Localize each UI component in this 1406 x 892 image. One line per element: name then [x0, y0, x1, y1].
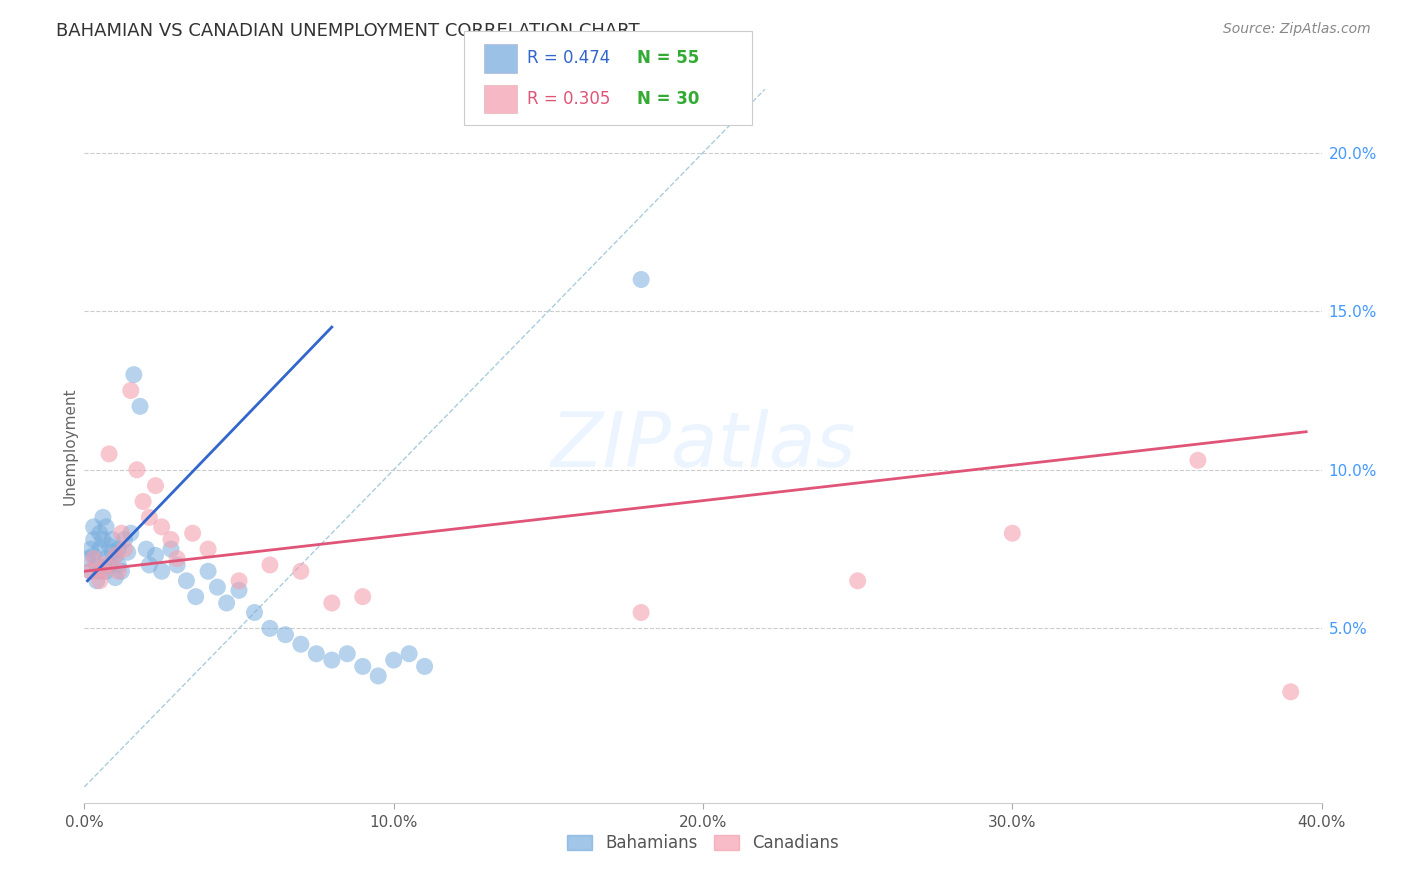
- Text: R = 0.474: R = 0.474: [527, 49, 610, 67]
- Point: [122, 368, 145, 382]
- Point: [630, 272, 652, 286]
- Point: [181, 526, 204, 541]
- Point: [89, 564, 111, 578]
- Point: [101, 533, 124, 547]
- Point: [83, 551, 105, 566]
- Point: [89, 574, 111, 588]
- Point: [321, 596, 343, 610]
- Point: [145, 549, 167, 563]
- Point: [104, 549, 127, 563]
- Point: [107, 558, 129, 572]
- Point: [367, 669, 389, 683]
- Point: [243, 606, 266, 620]
- Point: [83, 520, 105, 534]
- Point: [145, 478, 167, 492]
- Point: [110, 526, 132, 541]
- Point: [79, 542, 101, 557]
- Point: [76, 551, 98, 566]
- Point: [382, 653, 405, 667]
- Point: [138, 510, 160, 524]
- Point: [125, 463, 148, 477]
- Point: [135, 542, 157, 557]
- Point: [83, 533, 105, 547]
- Point: [98, 558, 121, 572]
- Point: [630, 606, 652, 620]
- Point: [398, 647, 420, 661]
- Point: [197, 564, 219, 578]
- Point: [352, 659, 374, 673]
- Point: [114, 542, 136, 557]
- Y-axis label: Unemployment: Unemployment: [62, 387, 77, 505]
- Text: N = 30: N = 30: [637, 90, 699, 108]
- Point: [104, 571, 127, 585]
- Text: Source: ZipAtlas.com: Source: ZipAtlas.com: [1223, 22, 1371, 37]
- Point: [91, 510, 114, 524]
- Point: [197, 542, 219, 557]
- Point: [91, 533, 114, 547]
- Point: [98, 539, 121, 553]
- Point: [207, 580, 229, 594]
- Point: [274, 628, 297, 642]
- Point: [305, 647, 328, 661]
- Point: [120, 384, 142, 398]
- Point: [228, 583, 250, 598]
- Point: [160, 542, 183, 557]
- Point: [166, 558, 188, 572]
- Point: [215, 596, 238, 610]
- Point: [89, 526, 111, 541]
- Point: [94, 564, 117, 578]
- Point: [184, 590, 207, 604]
- Point: [1001, 526, 1024, 541]
- Point: [176, 574, 198, 588]
- Legend: Bahamians, Canadians: Bahamians, Canadians: [560, 828, 846, 859]
- Text: ZIPatlas: ZIPatlas: [550, 409, 856, 483]
- Point: [86, 574, 108, 588]
- Point: [129, 400, 152, 414]
- Point: [1279, 685, 1302, 699]
- Point: [150, 520, 173, 534]
- Point: [114, 533, 136, 547]
- Point: [120, 526, 142, 541]
- Point: [228, 574, 250, 588]
- Point: [138, 558, 160, 572]
- Point: [259, 621, 281, 635]
- Point: [290, 564, 312, 578]
- Point: [259, 558, 281, 572]
- Point: [117, 545, 139, 559]
- Point: [107, 542, 129, 557]
- Point: [352, 590, 374, 604]
- Point: [86, 558, 108, 572]
- Point: [79, 564, 101, 578]
- Point: [110, 564, 132, 578]
- Point: [1187, 453, 1209, 467]
- Point: [132, 494, 155, 508]
- Point: [150, 564, 173, 578]
- Point: [94, 551, 117, 566]
- Point: [846, 574, 869, 588]
- Point: [91, 564, 114, 578]
- Point: [160, 533, 183, 547]
- Point: [290, 637, 312, 651]
- Point: [98, 447, 121, 461]
- Point: [107, 564, 129, 578]
- Point: [104, 549, 127, 563]
- Point: [101, 545, 124, 559]
- Point: [83, 549, 105, 563]
- Point: [166, 551, 188, 566]
- Point: [321, 653, 343, 667]
- Point: [94, 520, 117, 534]
- Point: [336, 647, 359, 661]
- Text: R = 0.305: R = 0.305: [527, 90, 610, 108]
- Text: BAHAMIAN VS CANADIAN UNEMPLOYMENT CORRELATION CHART: BAHAMIAN VS CANADIAN UNEMPLOYMENT CORREL…: [56, 22, 640, 40]
- Point: [79, 564, 101, 578]
- Text: N = 55: N = 55: [637, 49, 699, 67]
- Point: [89, 542, 111, 557]
- Point: [413, 659, 436, 673]
- Point: [94, 558, 117, 572]
